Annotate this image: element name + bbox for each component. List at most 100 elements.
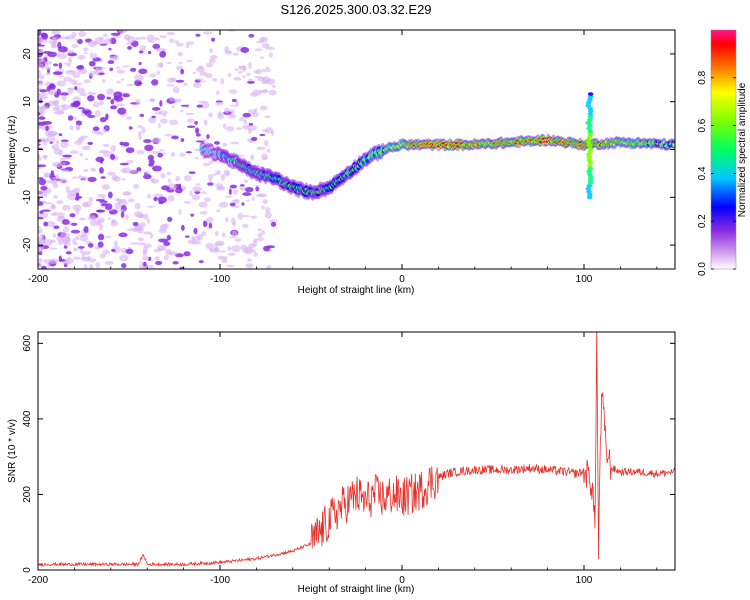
heatmap-noise-cell: [169, 96, 175, 102]
heatmap-noise-cell: [38, 121, 47, 126]
heatmap-noise-cell: [88, 197, 94, 202]
heatmap-noise-cell: [125, 248, 134, 255]
heatmap-noise-cell: [101, 184, 111, 190]
heatmap-noise-cell: [157, 62, 164, 68]
heatmap-noise-cell: [237, 212, 244, 220]
heatmap-noise-cell: [254, 48, 263, 52]
heatmap-noise-cell: [247, 78, 254, 82]
heatmap-noise-cell: [63, 242, 71, 247]
heatmap-noise-cell: [38, 30, 42, 36]
heatmap-noise-cell: [196, 104, 203, 108]
heatmap-noise-cell: [172, 86, 180, 94]
snr-ytick-label: 600: [22, 335, 33, 352]
heatmap-noise-cell: [245, 247, 254, 255]
heatmap-noise-cell: [167, 195, 175, 202]
heatmap-noise-cell: [42, 57, 48, 63]
heatmap-noise-cell: [97, 233, 105, 241]
heatmap-noise-cell: [53, 194, 58, 199]
spectrogram-ytick-label: 0: [22, 146, 33, 152]
heatmap-noise-cell: [58, 62, 63, 69]
heatmap-noise-cell: [112, 176, 121, 182]
heatmap-noise-cell: [264, 66, 271, 73]
heatmap-noise-cell: [232, 189, 239, 195]
heatmap-noise-cell: [56, 200, 64, 205]
heatmap-noise-cell: [245, 263, 254, 268]
snr-ytick-label: 0: [22, 567, 33, 573]
heatmap-noise-cell: [134, 74, 144, 82]
heatmap-noise-cell: [147, 193, 152, 199]
heatmap-noise-cell: [109, 67, 114, 72]
heatmap-noise-cell: [45, 72, 51, 76]
heatmap-noise-cell: [158, 228, 167, 234]
spectrogram-ylabel: Frequency (Hz): [7, 116, 18, 185]
colorbar-frame: [710, 29, 737, 270]
heatmap-noise-cell: [256, 146, 266, 151]
heatmap-noise-cell: [70, 222, 78, 226]
heatmap-noise-cell: [180, 109, 184, 113]
heatmap-noise-cell: [50, 212, 57, 216]
heatmap-noise-cell: [264, 211, 272, 219]
heatmap-noise-cell: [58, 53, 67, 60]
heatmap-noise-cell: [183, 251, 191, 257]
heatmap-noise-cell: [109, 55, 118, 61]
heatmap-noise-cell: [259, 105, 268, 111]
heatmap-noise-cell: [53, 111, 64, 115]
heatmap-noise-cell: [111, 248, 116, 252]
heatmap-noise-cell: [134, 202, 141, 210]
heatmap-noise-cell: [139, 36, 147, 40]
heatmap-spike-cell: [587, 97, 593, 102]
heatmap-noise-cell: [96, 193, 107, 198]
heatmap-noise-cell: [227, 252, 236, 256]
heatmap-noise-cell: [117, 107, 127, 115]
heatmap-noise-cell: [241, 214, 251, 218]
heatmap-noise-cell: [99, 43, 108, 46]
heatmap-noise-cell: [38, 116, 46, 120]
heatmap-noise-cell: [44, 202, 53, 205]
heatmap-noise-cell: [43, 259, 53, 264]
heatmap-noise-cell: [127, 36, 136, 44]
heatmap-noise-cell: [46, 86, 51, 92]
heatmap-noise-cell: [250, 154, 255, 161]
heatmap-noise-cell: [98, 149, 109, 154]
heatmap-noise-cell: [118, 254, 129, 262]
heatmap-noise-cell: [78, 217, 86, 221]
heatmap-noise-cell: [118, 232, 128, 238]
heatmap-noise-cell: [38, 57, 45, 63]
heatmap-noise-cell: [253, 251, 258, 257]
heatmap-noise-cell: [39, 89, 48, 93]
heatmap-noise-cell: [208, 160, 214, 164]
heatmap-noise-cell: [186, 125, 196, 128]
heatmap-noise-cell: [77, 54, 86, 60]
heatmap-noise-cell: [271, 85, 276, 88]
heatmap-noise-cell: [51, 144, 60, 151]
heatmap-noise-cell: [231, 230, 238, 236]
heatmap-spike-cell: [586, 155, 592, 159]
heatmap-noise-cell: [202, 31, 213, 35]
heatmap-noise-cell: [202, 162, 211, 167]
heatmap-noise-cell: [161, 185, 170, 191]
heatmap-spike-cell: [587, 123, 593, 128]
heatmap-noise-cell: [46, 135, 56, 143]
heatmap-noise-cell: [170, 152, 176, 157]
heatmap-noise-cell: [138, 133, 142, 140]
heatmap-noise-cell: [258, 193, 267, 198]
heatmap-noise-cell: [216, 185, 225, 191]
heatmap-noise-cell: [270, 221, 277, 227]
heatmap-noise-cell: [251, 136, 258, 141]
heatmap-noise-cell: [72, 204, 82, 212]
heatmap-noise-cell: [221, 259, 228, 264]
heatmap-noise-cell: [40, 185, 48, 191]
heatmap-noise-cell: [86, 258, 97, 263]
heatmap-noise-cell: [188, 171, 196, 175]
heatmap-noise-cell: [74, 100, 81, 107]
heatmap-noise-cell: [248, 33, 255, 38]
heatmap-noise-cell: [71, 44, 79, 49]
heatmap-noise-cell: [83, 52, 89, 55]
heatmap-noise-cell: [137, 82, 143, 85]
heatmap-noise-cell: [95, 198, 105, 202]
heatmap-noise-cell: [67, 115, 74, 121]
heatmap-noise-cell: [126, 228, 136, 232]
heatmap-spike-cell: [586, 195, 593, 200]
heatmap-noise-cell: [73, 116, 77, 121]
heatmap-noise-cell: [125, 147, 135, 154]
